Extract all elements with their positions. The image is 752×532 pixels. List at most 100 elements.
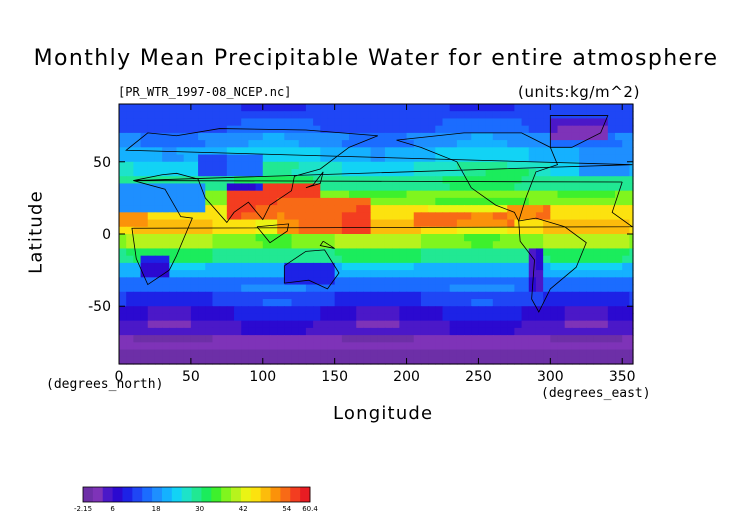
heatmap-cell xyxy=(277,335,285,343)
heatmap-cell xyxy=(622,161,631,170)
heatmap-cell xyxy=(543,176,551,185)
heatmap-cell xyxy=(492,197,501,206)
heatmap-cell xyxy=(377,270,386,278)
heatmap-cell xyxy=(579,284,587,293)
heatmap-cell xyxy=(327,349,336,358)
heatmap-cell xyxy=(485,299,494,307)
heatmap-cell xyxy=(464,147,472,156)
heatmap-cell xyxy=(471,248,480,257)
heatmap-cell xyxy=(183,169,192,177)
heatmap-cell xyxy=(535,327,544,336)
heatmap-cell xyxy=(212,241,221,250)
heatmap-cell xyxy=(248,111,257,120)
heatmap-cell xyxy=(183,226,192,235)
heatmap-cell xyxy=(356,169,365,177)
heatmap-cell xyxy=(507,349,515,358)
heatmap-cell xyxy=(320,342,329,351)
heatmap-cell xyxy=(176,320,185,329)
heatmap-cell xyxy=(133,125,142,134)
heatmap-cell xyxy=(162,306,170,315)
heatmap-cell xyxy=(571,299,580,307)
heatmap-cell xyxy=(341,291,350,300)
heatmap-cell xyxy=(514,241,523,250)
heatmap-cell xyxy=(442,255,451,264)
heatmap-cell xyxy=(528,212,537,221)
heatmap-cell xyxy=(205,291,214,300)
heatmap-cell xyxy=(377,226,386,235)
heatmap-cell xyxy=(169,190,178,199)
heatmap-cell xyxy=(241,140,249,148)
heatmap-cell xyxy=(370,356,379,365)
heatmap-cell xyxy=(384,154,393,163)
heatmap-cell xyxy=(471,132,480,141)
heatmap-cell xyxy=(629,147,634,156)
heatmap-cell xyxy=(140,313,149,322)
heatmap-cell xyxy=(169,111,178,120)
heatmap-cell xyxy=(356,234,365,242)
heatmap-cell xyxy=(154,197,163,206)
heatmap-cell xyxy=(298,183,307,192)
heatmap-cell xyxy=(183,306,192,315)
heatmap-cell xyxy=(176,284,185,293)
heatmap-cell xyxy=(413,111,422,120)
heatmap-cell xyxy=(406,270,415,278)
heatmap-cell xyxy=(492,284,501,293)
heatmap-cell xyxy=(586,262,595,271)
heatmap-cell xyxy=(586,313,595,322)
heatmap-cell xyxy=(543,205,551,213)
heatmap-cell xyxy=(593,140,602,148)
heatmap-cell xyxy=(169,125,178,134)
heatmap-cell xyxy=(226,327,235,336)
heatmap-cell xyxy=(140,291,149,300)
heatmap-cell xyxy=(349,226,357,235)
heatmap-cell xyxy=(356,299,365,307)
heatmap-cell xyxy=(147,241,156,250)
heatmap-cell xyxy=(428,104,436,112)
heatmap-cell xyxy=(154,140,163,148)
heatmap-cell xyxy=(212,219,221,228)
heatmap-cell xyxy=(464,118,472,127)
heatmap-cell xyxy=(226,255,235,264)
heatmap-cell xyxy=(413,349,422,358)
heatmap-cell xyxy=(327,342,336,351)
heatmap-cell xyxy=(349,270,357,278)
heatmap-cell xyxy=(284,299,293,307)
heatmap-cell xyxy=(212,169,221,177)
heatmap-cell xyxy=(291,291,300,300)
heatmap-cell xyxy=(406,161,415,170)
heatmap-cell xyxy=(183,313,192,322)
heatmap-cell xyxy=(392,104,400,112)
heatmap-cell xyxy=(579,161,587,170)
heatmap-cell xyxy=(507,161,515,170)
heatmap-cell xyxy=(162,118,170,127)
heatmap-cell xyxy=(176,154,185,163)
heatmap-cell xyxy=(198,219,206,228)
heatmap-cell xyxy=(162,140,170,148)
heatmap-cell xyxy=(543,154,551,163)
heatmap-cell xyxy=(305,335,314,343)
heatmap-cell xyxy=(269,176,278,185)
heatmap-cell xyxy=(535,270,544,278)
heatmap-cell xyxy=(629,356,634,365)
heatmap-cell xyxy=(392,313,400,322)
heatmap-cell xyxy=(521,306,530,315)
heatmap-cell xyxy=(377,299,386,307)
heatmap-cell xyxy=(226,154,235,163)
heatmap-cell xyxy=(234,212,242,221)
heatmap-cell xyxy=(147,335,156,343)
heatmap-cell xyxy=(442,313,451,322)
heatmap-cell xyxy=(507,248,515,257)
heatmap-cell xyxy=(140,284,149,293)
heatmap-cell xyxy=(607,342,616,351)
heatmap-cell xyxy=(564,255,573,264)
heatmap-cell xyxy=(413,335,422,343)
heatmap-cell xyxy=(119,111,127,120)
heatmap-cell xyxy=(399,356,408,365)
heatmap-cell xyxy=(557,313,566,322)
heatmap-cell xyxy=(212,270,221,278)
heatmap-cell xyxy=(298,270,307,278)
heatmap-cell xyxy=(586,219,595,228)
heatmap-cell xyxy=(356,255,365,264)
heatmap-cell xyxy=(442,147,451,156)
heatmap-cell xyxy=(147,183,156,192)
